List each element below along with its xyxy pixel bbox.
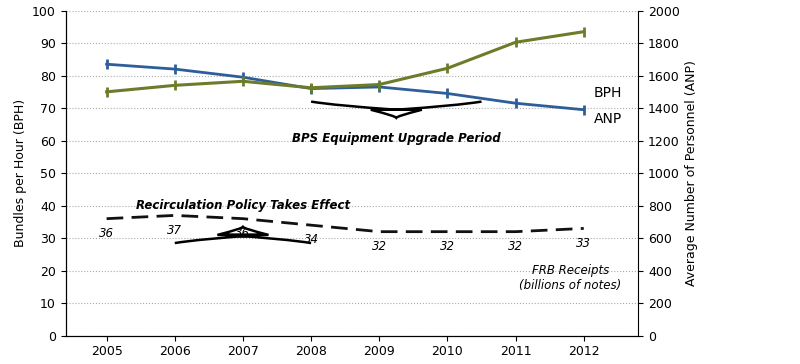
- Text: Recirculation Policy Takes Effect: Recirculation Policy Takes Effect: [136, 199, 350, 212]
- Text: BPH: BPH: [594, 87, 622, 100]
- Y-axis label: Bundles per Hour (BPH): Bundles per Hour (BPH): [14, 99, 26, 247]
- Text: 32: 32: [508, 240, 523, 253]
- Text: FRB Receipts
(billions of notes): FRB Receipts (billions of notes): [519, 264, 622, 292]
- Text: 32: 32: [440, 240, 455, 253]
- Text: BPS Equipment Upgrade Period: BPS Equipment Upgrade Period: [292, 132, 501, 146]
- Text: 33: 33: [576, 237, 591, 250]
- Text: ANP: ANP: [594, 112, 622, 126]
- Text: 34: 34: [304, 233, 318, 246]
- Y-axis label: Average Number of Personnel (ANP): Average Number of Personnel (ANP): [686, 60, 698, 286]
- Text: 36: 36: [235, 227, 250, 240]
- Text: 36: 36: [99, 227, 114, 240]
- Text: 32: 32: [372, 240, 386, 253]
- Text: 37: 37: [167, 223, 182, 237]
